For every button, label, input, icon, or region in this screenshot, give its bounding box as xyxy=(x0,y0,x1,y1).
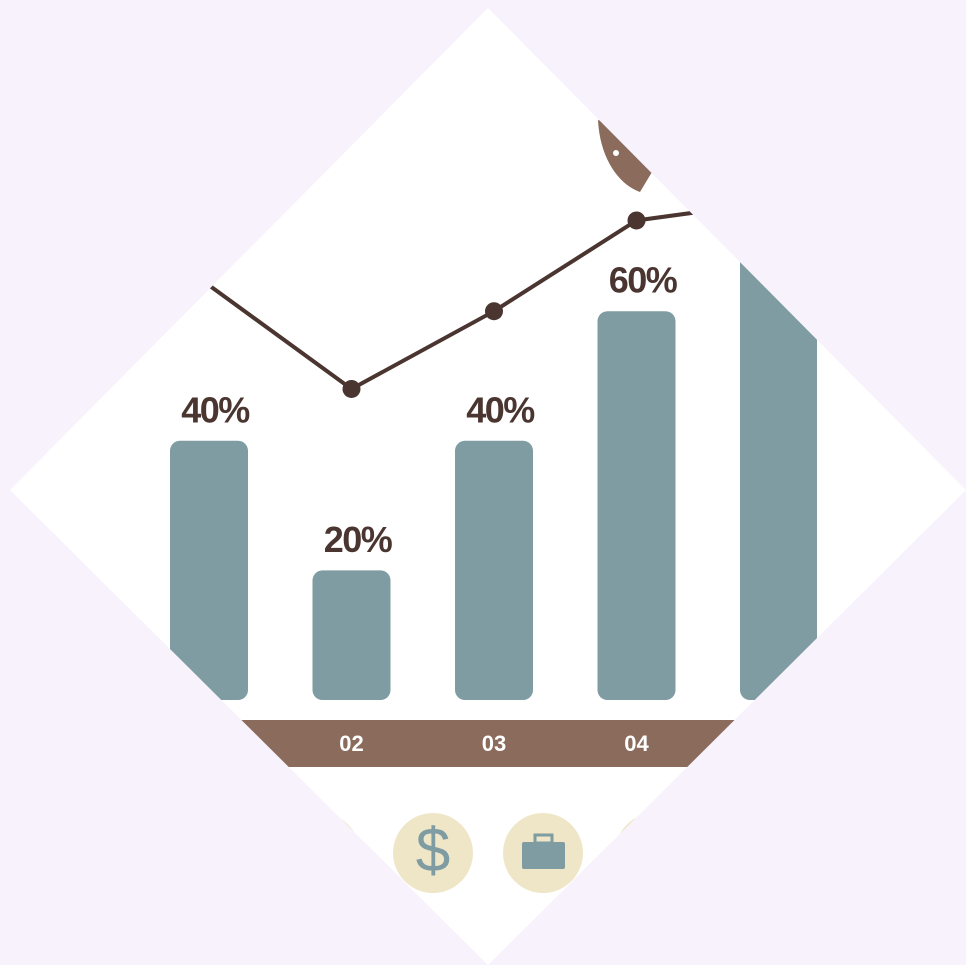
icon-circle xyxy=(280,813,360,893)
dollar-glyph: $ xyxy=(416,816,450,885)
x-tick-label: 03 xyxy=(482,731,506,756)
icon-circle xyxy=(615,813,695,893)
briefcase-body xyxy=(522,842,565,869)
value-label: 40% xyxy=(181,389,250,430)
dollar-icon xyxy=(393,813,473,893)
value-label: 20% xyxy=(324,519,393,560)
plot-area: 40% 20% 40% 60% xyxy=(170,199,817,700)
value-label: 40% xyxy=(466,389,535,430)
briefcase-handle xyxy=(533,833,554,845)
x-tick-label: 04 xyxy=(624,731,649,756)
bar xyxy=(312,570,391,700)
labels: 02 03 04 xyxy=(339,731,649,756)
x-tick-label: 02 xyxy=(339,731,363,756)
trend-point xyxy=(485,302,503,321)
bar xyxy=(170,440,248,700)
rocket-window xyxy=(613,150,619,156)
value-label: 60% xyxy=(609,260,678,301)
bar xyxy=(597,311,676,700)
trend-point xyxy=(627,211,646,230)
panel-content: 40% 20% 40% 60% 02 03 04 $ xyxy=(150,120,830,893)
bar xyxy=(455,440,533,700)
bar xyxy=(740,246,817,700)
trend-point xyxy=(342,379,361,398)
